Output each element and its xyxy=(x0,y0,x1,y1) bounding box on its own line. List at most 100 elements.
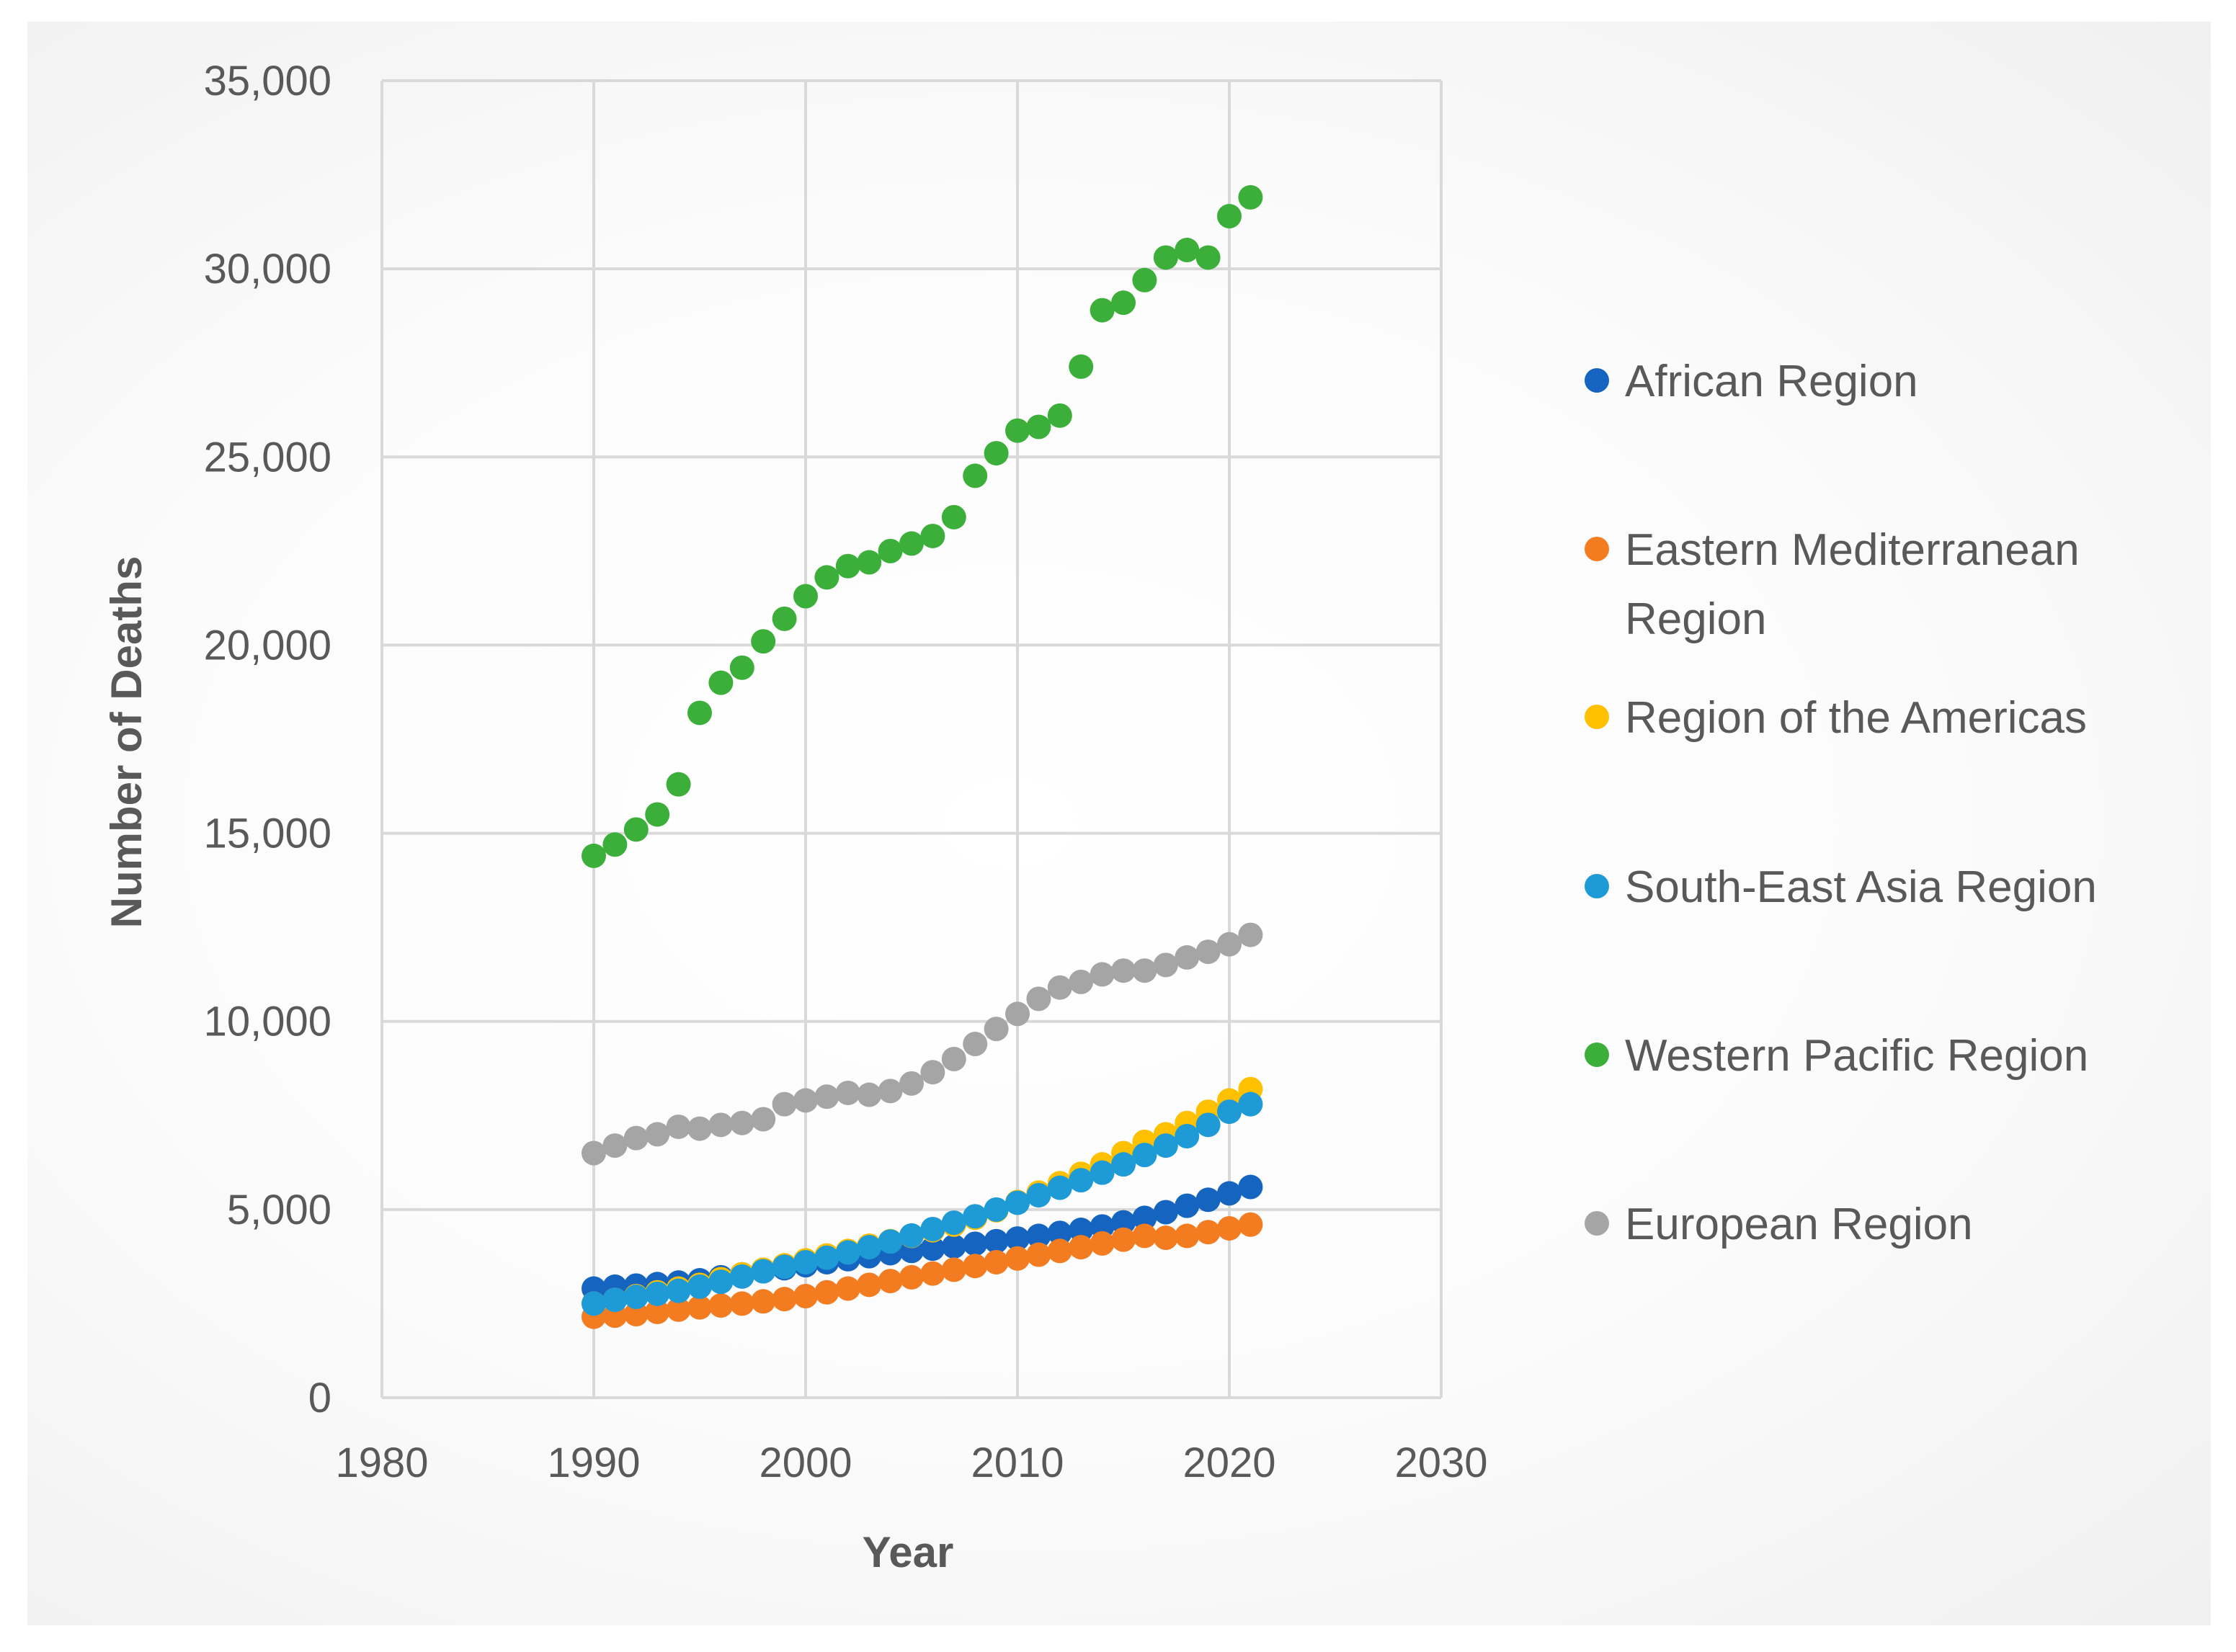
data-point xyxy=(899,1264,924,1290)
data-point xyxy=(623,817,649,842)
data-point xyxy=(645,1281,670,1306)
data-point xyxy=(729,1264,754,1289)
data-point xyxy=(1090,298,1115,323)
data-point xyxy=(1195,939,1221,965)
y-axis-title: Number of Deaths xyxy=(102,556,151,929)
data-point xyxy=(1217,1181,1242,1206)
data-point xyxy=(1005,1226,1030,1251)
legend-label: South-East Asia Region xyxy=(1625,862,2097,912)
data-point xyxy=(1175,1124,1200,1149)
data-point xyxy=(1111,1210,1136,1235)
legend-marker xyxy=(1585,368,1609,393)
data-point xyxy=(666,1114,691,1139)
data-point xyxy=(1069,1168,1094,1193)
data-point xyxy=(729,655,754,680)
data-point xyxy=(1195,1220,1221,1245)
data-point xyxy=(814,1280,839,1305)
data-point xyxy=(645,1122,670,1147)
x-axis-title: Year xyxy=(863,1528,954,1576)
data-point xyxy=(708,670,734,695)
data-point xyxy=(687,1116,712,1141)
data-point xyxy=(1175,945,1200,970)
data-point xyxy=(1175,238,1200,263)
legend-marker xyxy=(1585,537,1609,561)
legend-marker xyxy=(1585,705,1609,729)
data-point xyxy=(751,629,776,654)
data-point xyxy=(941,1234,966,1259)
data-point xyxy=(984,441,1009,466)
data-point xyxy=(1153,1225,1178,1251)
data-point xyxy=(984,1228,1009,1254)
data-point xyxy=(1175,1223,1200,1249)
data-point xyxy=(1026,1183,1051,1208)
data-point xyxy=(602,832,628,857)
data-point xyxy=(1005,418,1030,443)
data-point xyxy=(857,1272,882,1298)
legend-label: Region of the Americas xyxy=(1625,693,2087,743)
data-point xyxy=(666,1278,691,1303)
data-point xyxy=(1238,184,1263,210)
data-point xyxy=(1132,1223,1157,1249)
data-point xyxy=(729,1110,754,1135)
data-point xyxy=(941,1210,966,1236)
data-point xyxy=(1238,1091,1263,1117)
data-point xyxy=(857,1235,882,1260)
data-point xyxy=(582,1291,606,1316)
data-point xyxy=(1005,1190,1030,1215)
data-point xyxy=(1153,952,1178,978)
series-eastern-mediterranean-region xyxy=(582,1212,1263,1329)
data-point xyxy=(602,1133,628,1158)
data-point xyxy=(899,1223,924,1248)
data-point xyxy=(984,1249,1009,1274)
data-point xyxy=(1132,1205,1157,1231)
data-point xyxy=(602,1287,628,1313)
data-point xyxy=(1090,1231,1115,1256)
data-point xyxy=(899,1071,924,1096)
data-point xyxy=(1153,1200,1178,1225)
data-point xyxy=(666,772,691,797)
data-point xyxy=(1175,1193,1200,1218)
data-point xyxy=(1217,1215,1242,1241)
data-point xyxy=(878,1269,903,1294)
legend-label: African Region xyxy=(1625,357,1918,406)
x-tick-labels: 1980 1990 2000 2010 2020 2030 xyxy=(335,1439,1487,1486)
data-point xyxy=(1132,958,1157,983)
data-point xyxy=(708,1269,734,1295)
data-point xyxy=(984,1017,1009,1042)
data-point xyxy=(920,1236,945,1262)
data-point xyxy=(1047,1175,1072,1200)
data-point xyxy=(878,538,903,563)
data-point xyxy=(1111,958,1136,983)
legend-marker xyxy=(1585,874,1609,898)
data-point xyxy=(857,1082,882,1107)
grid-lines xyxy=(380,79,1443,1399)
data-point xyxy=(1238,1174,1263,1200)
data-point xyxy=(1132,1143,1157,1168)
data-point xyxy=(1111,1227,1136,1252)
data-point xyxy=(666,1297,691,1322)
data-points xyxy=(582,184,1263,1329)
data-point xyxy=(1238,1212,1263,1237)
data-point xyxy=(793,584,818,609)
y-tick-labels: 0 5,000 10,000 15,000 20,000 25,000 30,000 35,0… xyxy=(204,58,331,1421)
x-tick-label: 2010 xyxy=(971,1439,1064,1486)
y-tick-label: 0 xyxy=(308,1375,331,1421)
data-point xyxy=(1090,1160,1115,1185)
data-point xyxy=(1217,204,1242,229)
data-point xyxy=(729,1291,754,1316)
x-tick-label: 2020 xyxy=(1182,1439,1275,1486)
data-point xyxy=(687,1274,712,1299)
data-point xyxy=(687,700,712,725)
data-point xyxy=(751,1259,776,1284)
x-tick-label: 1980 xyxy=(335,1439,428,1486)
data-point xyxy=(920,1217,945,1242)
data-point xyxy=(1026,986,1051,1012)
data-point xyxy=(814,565,839,590)
data-point xyxy=(1047,975,1072,1000)
data-point xyxy=(878,1229,903,1254)
data-point xyxy=(751,1107,776,1132)
data-point xyxy=(920,1261,945,1286)
data-point xyxy=(582,1140,606,1166)
y-tick-label: 35,000 xyxy=(204,58,331,104)
